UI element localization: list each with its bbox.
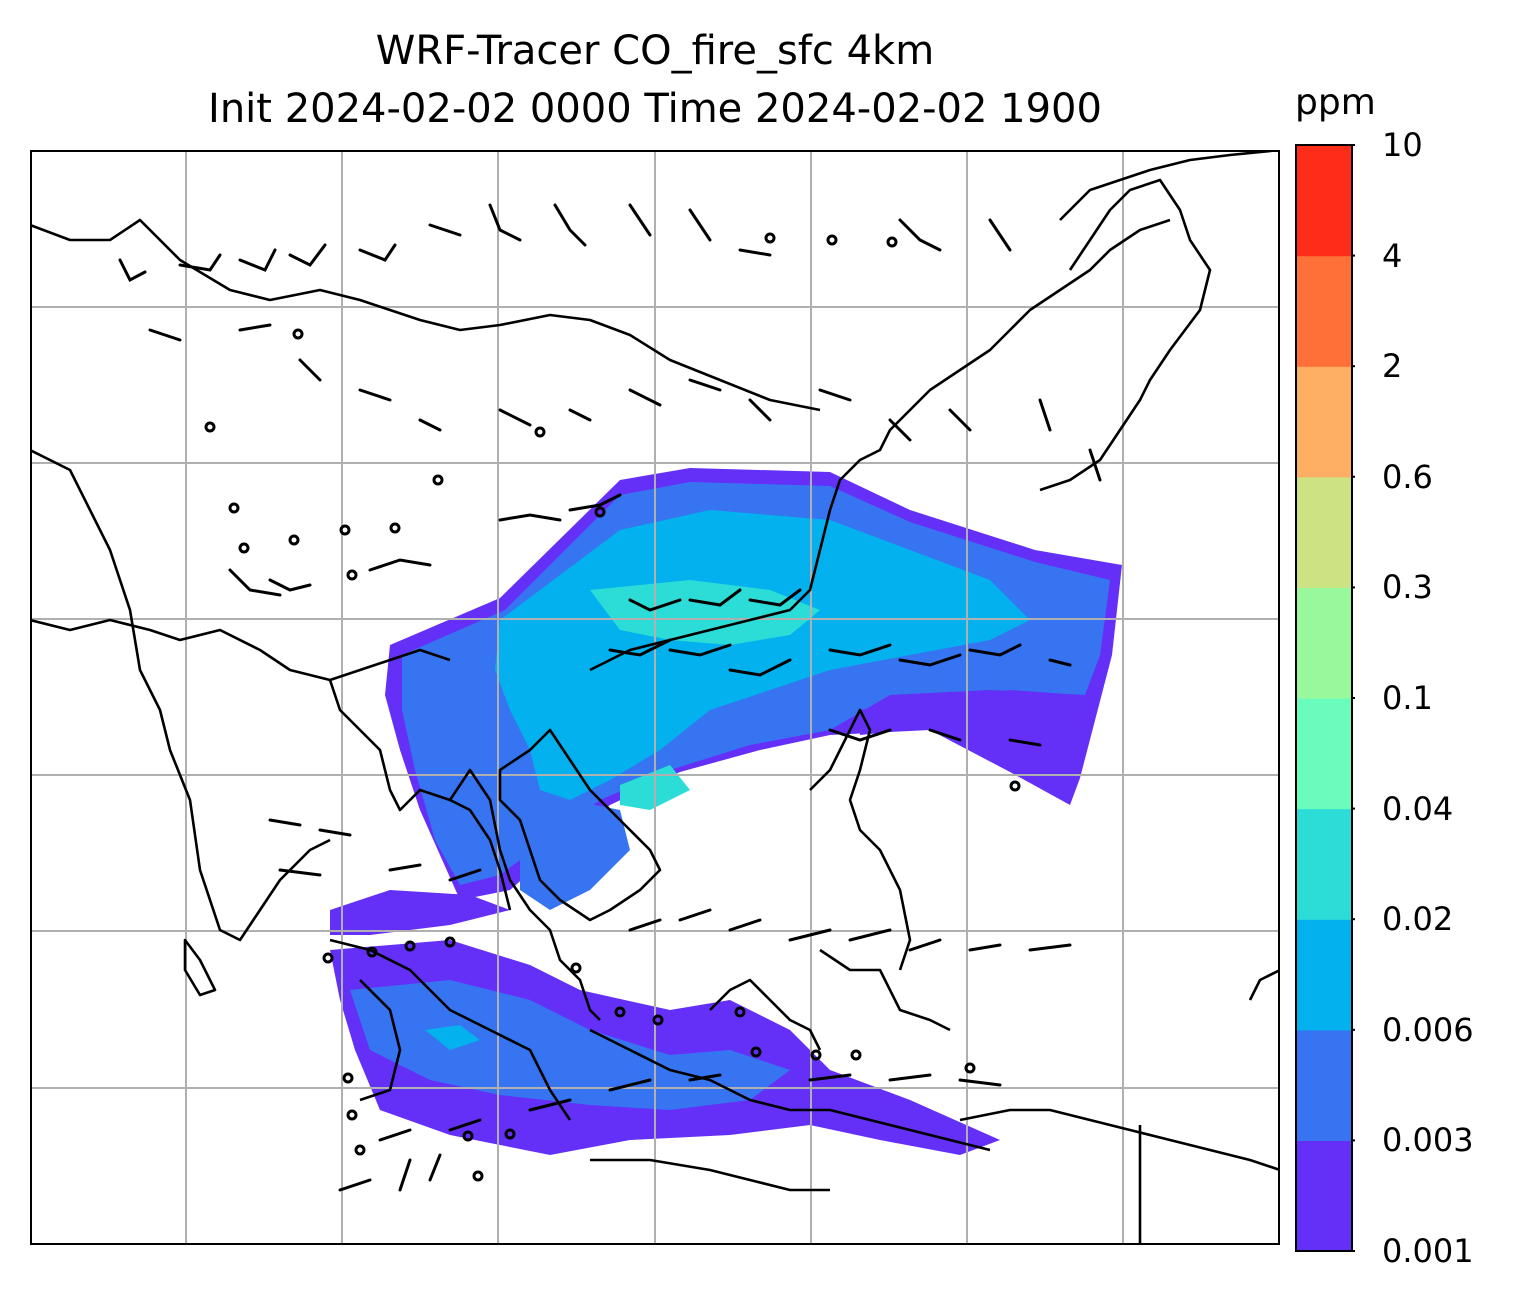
- colorbar-tick-label: 0.1: [1382, 679, 1433, 717]
- colorbar: [1295, 144, 1355, 1252]
- colorbar-tick-label: 2: [1382, 347, 1403, 386]
- colorbar-swatch: [1296, 808, 1352, 920]
- coastlines: [30, 150, 1280, 1245]
- colorbar-swatch: [1296, 145, 1352, 257]
- colorbar-swatch: [1296, 476, 1352, 588]
- tracer-plume-north: [385, 468, 1122, 900]
- map-panel: [30, 150, 1280, 1245]
- colorbar-swatch: [1296, 255, 1352, 367]
- colorbar-tick-label: 0.006: [1382, 1010, 1474, 1049]
- colorbar-swatch: [1296, 1029, 1352, 1141]
- colorbar-tick-label: 10: [1382, 126, 1423, 164]
- colorbar-tick-label: 4: [1382, 236, 1403, 275]
- map-title-line1: WRF-Tracer CO_fire_sfc 4km: [375, 28, 935, 74]
- calm-wind-markers: [204, 232, 1021, 1182]
- colorbar-unit-label: ppm: [1295, 82, 1376, 123]
- colorbar-tick-label: 0.04: [1382, 789, 1454, 828]
- map-title-line2: Init 2024-02-02 0000 Time 2024-02-02 190…: [208, 86, 1102, 132]
- colorbar-tick-label: 0.02: [1382, 900, 1454, 939]
- colorbar-swatch: [1296, 587, 1352, 699]
- colorbar-swatch: [1296, 1140, 1352, 1252]
- tracer-plume-south: [330, 800, 1000, 1155]
- colorbar-tick-label: 0.6: [1382, 457, 1433, 496]
- colorbar-swatch: [1296, 698, 1352, 810]
- map-gridlines: [30, 150, 1280, 1245]
- wind-barbs: [118, 203, 1102, 1192]
- colorbar-tick-label: 0.001: [1382, 1232, 1474, 1270]
- colorbar-swatch: [1296, 366, 1352, 478]
- map-frame: [30, 150, 1280, 1245]
- colorbar-swatch: [1296, 919, 1352, 1031]
- colorbar-tick-label: 0.003: [1382, 1121, 1474, 1160]
- colorbar-tick-label: 0.3: [1382, 568, 1433, 607]
